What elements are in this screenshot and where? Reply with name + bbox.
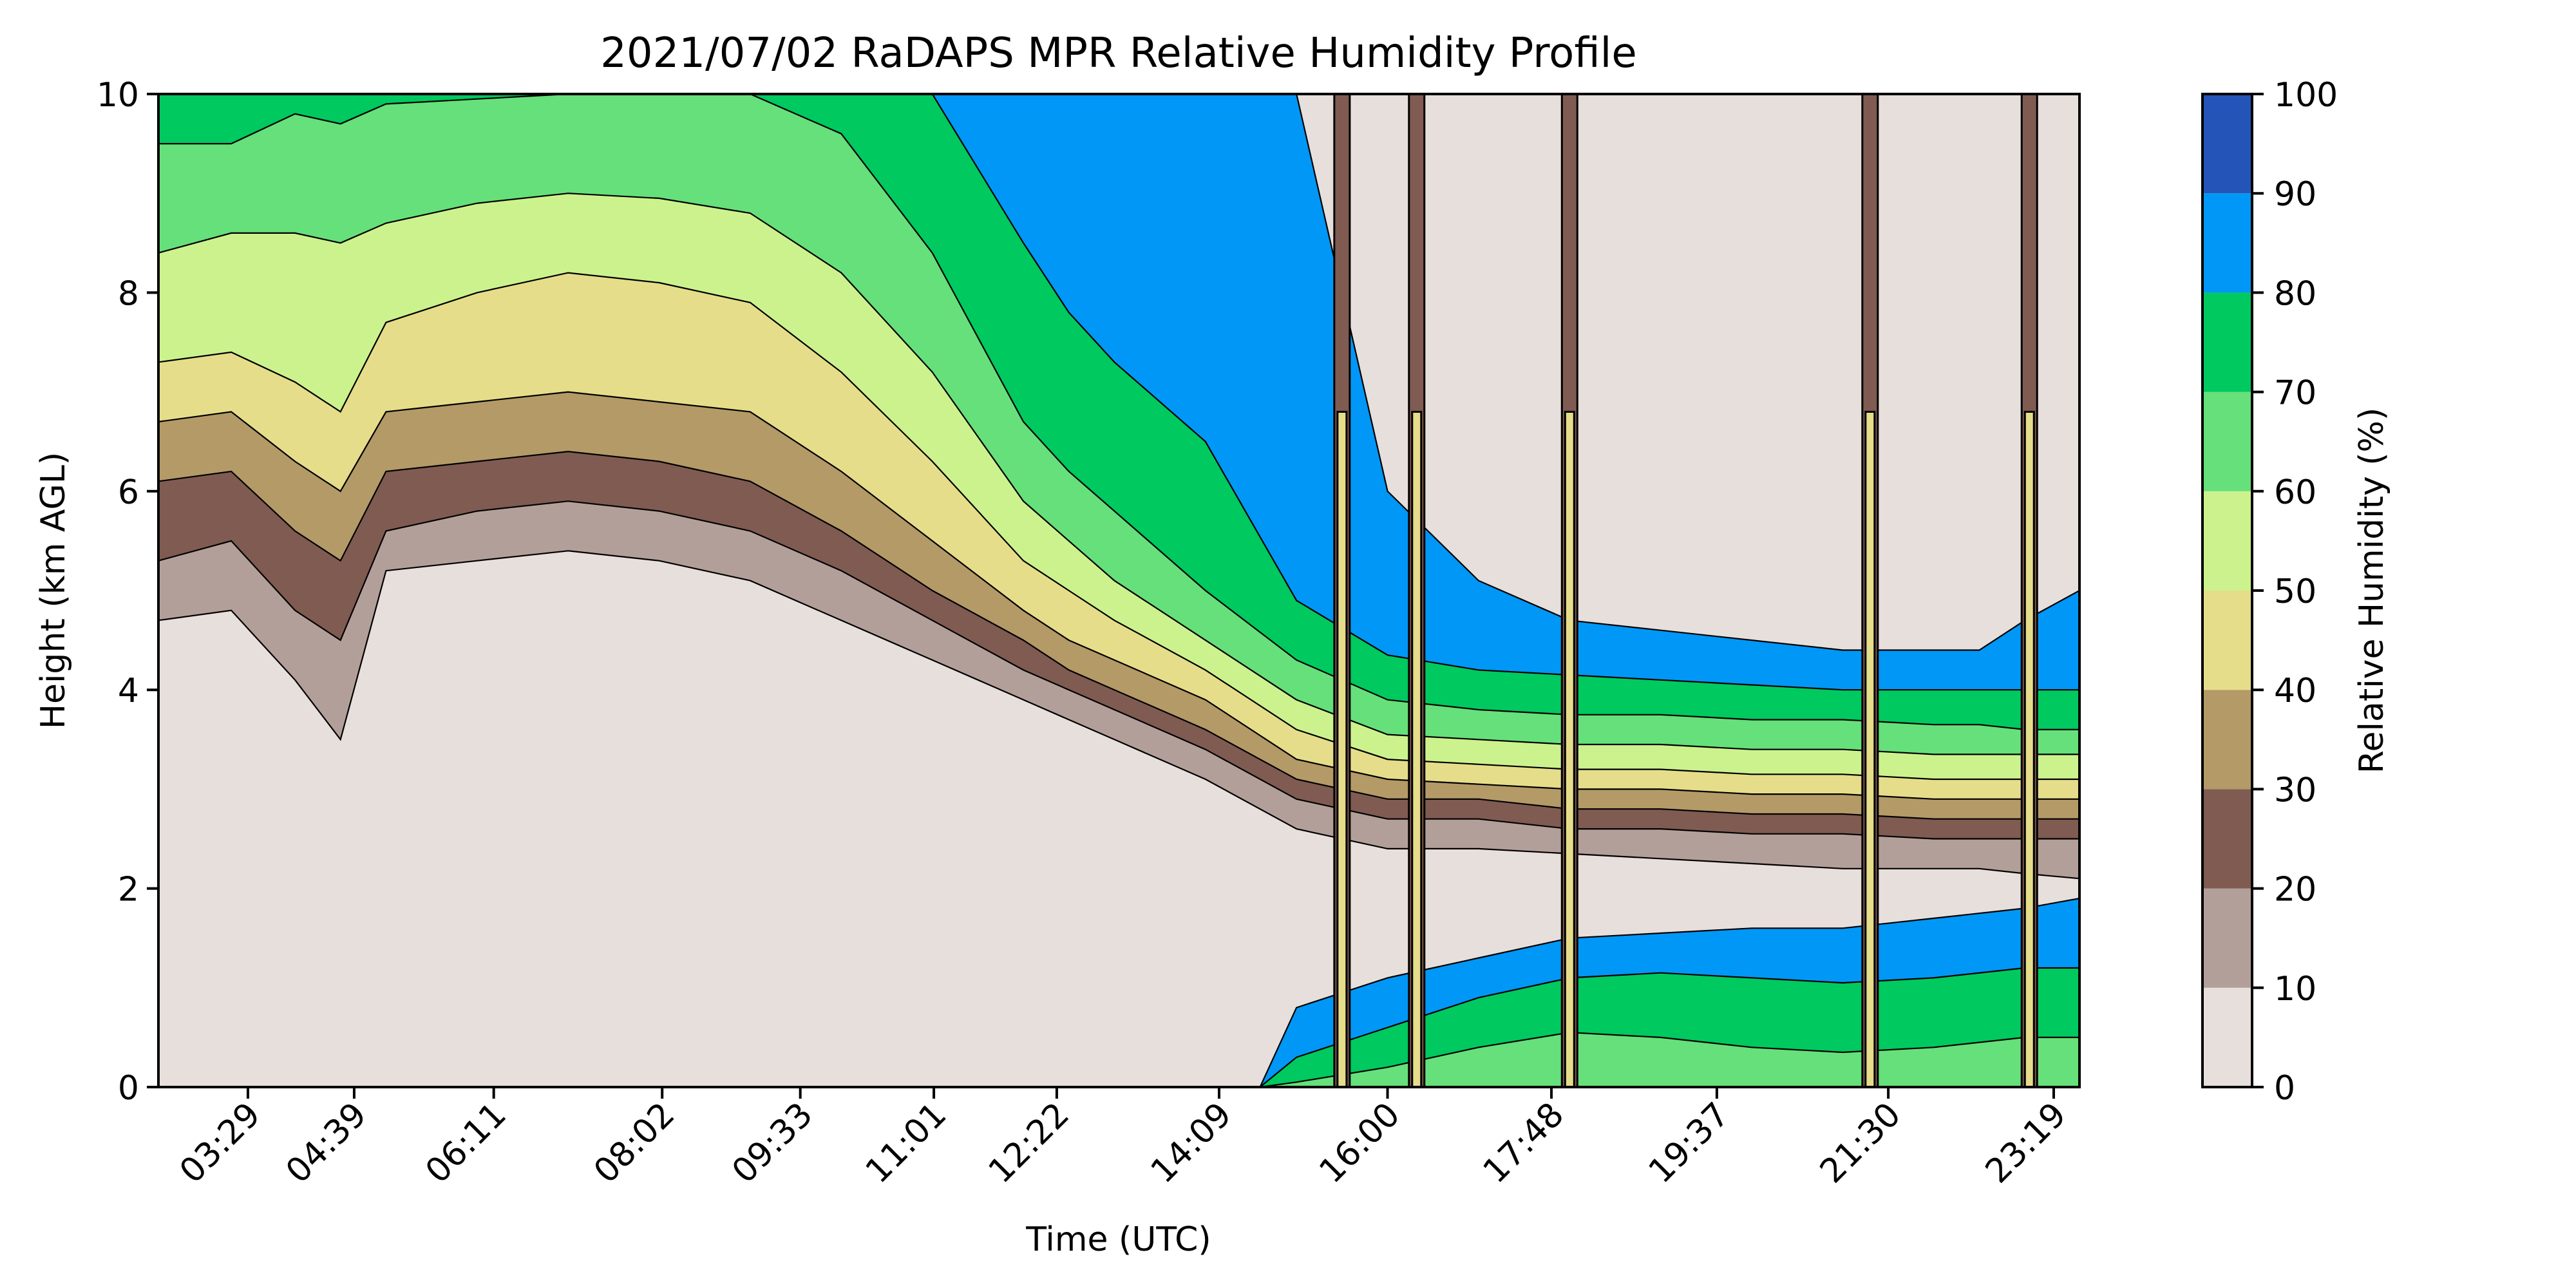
colorbar-tick-label: 70: [2274, 374, 2316, 413]
spike-core-3: [1564, 410, 1575, 1087]
colorbar-swatch-30-40: [2202, 690, 2252, 790]
x-axis-label: Time (UTC): [1025, 1220, 1211, 1259]
y-tick-label: 4: [118, 672, 139, 710]
plot-frame: [157, 93, 2081, 1088]
x-tick-label: 04:39: [279, 1095, 374, 1191]
colorbar-tick-label: 20: [2274, 871, 2316, 909]
x-axis: 03:29 04:39 06:11 08:02 09:33 11:01 12:22 14:09…: [173, 1087, 2074, 1191]
colorbar-swatch-0-10: [2202, 987, 2252, 1087]
x-tick-label: 17:48: [1476, 1095, 1571, 1191]
colorbar-tick-label: 50: [2274, 573, 2316, 611]
y-tick-label: 8: [118, 274, 139, 313]
chart-title: 2021/07/02 RaDAPS MPR Relative Humidity …: [600, 30, 1637, 77]
colorbar-tick-label: 60: [2274, 473, 2316, 512]
x-tick-label: 11:01: [858, 1095, 954, 1191]
contour-bands: [158, 94, 2079, 1087]
x-tick-label: 14:09: [1144, 1095, 1239, 1191]
x-tick-label: 23:19: [1978, 1095, 2074, 1191]
x-tick-label: 21:30: [1813, 1095, 1908, 1191]
colorbar-swatch-10-20: [2202, 888, 2252, 988]
colorbar-tick-label: 0: [2274, 1069, 2295, 1108]
y-axis: 0 2 4 6 8 10: [97, 76, 158, 1108]
colorbar-swatch-50-60: [2202, 491, 2252, 591]
x-tick-label: 09:33: [724, 1095, 820, 1191]
colorbar-label: Relative Humidity (%): [2353, 408, 2391, 774]
colorbar-swatch-70-80: [2202, 292, 2252, 392]
x-tick-label: 12:22: [981, 1095, 1077, 1191]
x-tick-label: 08:02: [587, 1095, 682, 1191]
plot-area: [158, 94, 2079, 1087]
y-axis-label: Height (km AGL): [34, 452, 73, 729]
spike-core-2: [1411, 410, 1423, 1087]
colorbar-tick-label: 80: [2274, 274, 2316, 313]
x-tick-label: 16:00: [1312, 1095, 1407, 1191]
colorbar-tick-label: 100: [2274, 76, 2338, 115]
x-tick-label: 03:29: [173, 1095, 268, 1191]
colorbar-swatch-90-100: [2202, 94, 2252, 194]
y-tick-label: 10: [97, 76, 139, 115]
spike-core-5: [2023, 410, 2035, 1087]
precipitation-spikes: [1333, 94, 2038, 1087]
spike-core-4: [1864, 410, 1876, 1087]
colorbar-tick-label: 30: [2274, 771, 2316, 810]
colorbar-tick-label: 90: [2274, 175, 2316, 214]
colorbar-swatch-20-30: [2202, 789, 2252, 889]
spike-core-1: [1336, 410, 1348, 1087]
colorbar-swatch-60-70: [2202, 392, 2252, 491]
colorbar-swatch-40-50: [2202, 591, 2252, 690]
x-tick-label: 06:11: [418, 1095, 513, 1191]
y-tick-label: 2: [118, 871, 139, 909]
colorbar-swatch-80-90: [2202, 193, 2252, 293]
colorbar-tick-label: 10: [2274, 970, 2316, 1009]
y-tick-label: 0: [118, 1069, 139, 1108]
y-tick-label: 6: [118, 473, 139, 512]
colorbar: 0 10 20 30 40 50 60 70 80 90 100: [2201, 76, 2338, 1108]
colorbar-tick-label: 40: [2274, 672, 2316, 710]
x-tick-label: 19:37: [1642, 1095, 1737, 1191]
